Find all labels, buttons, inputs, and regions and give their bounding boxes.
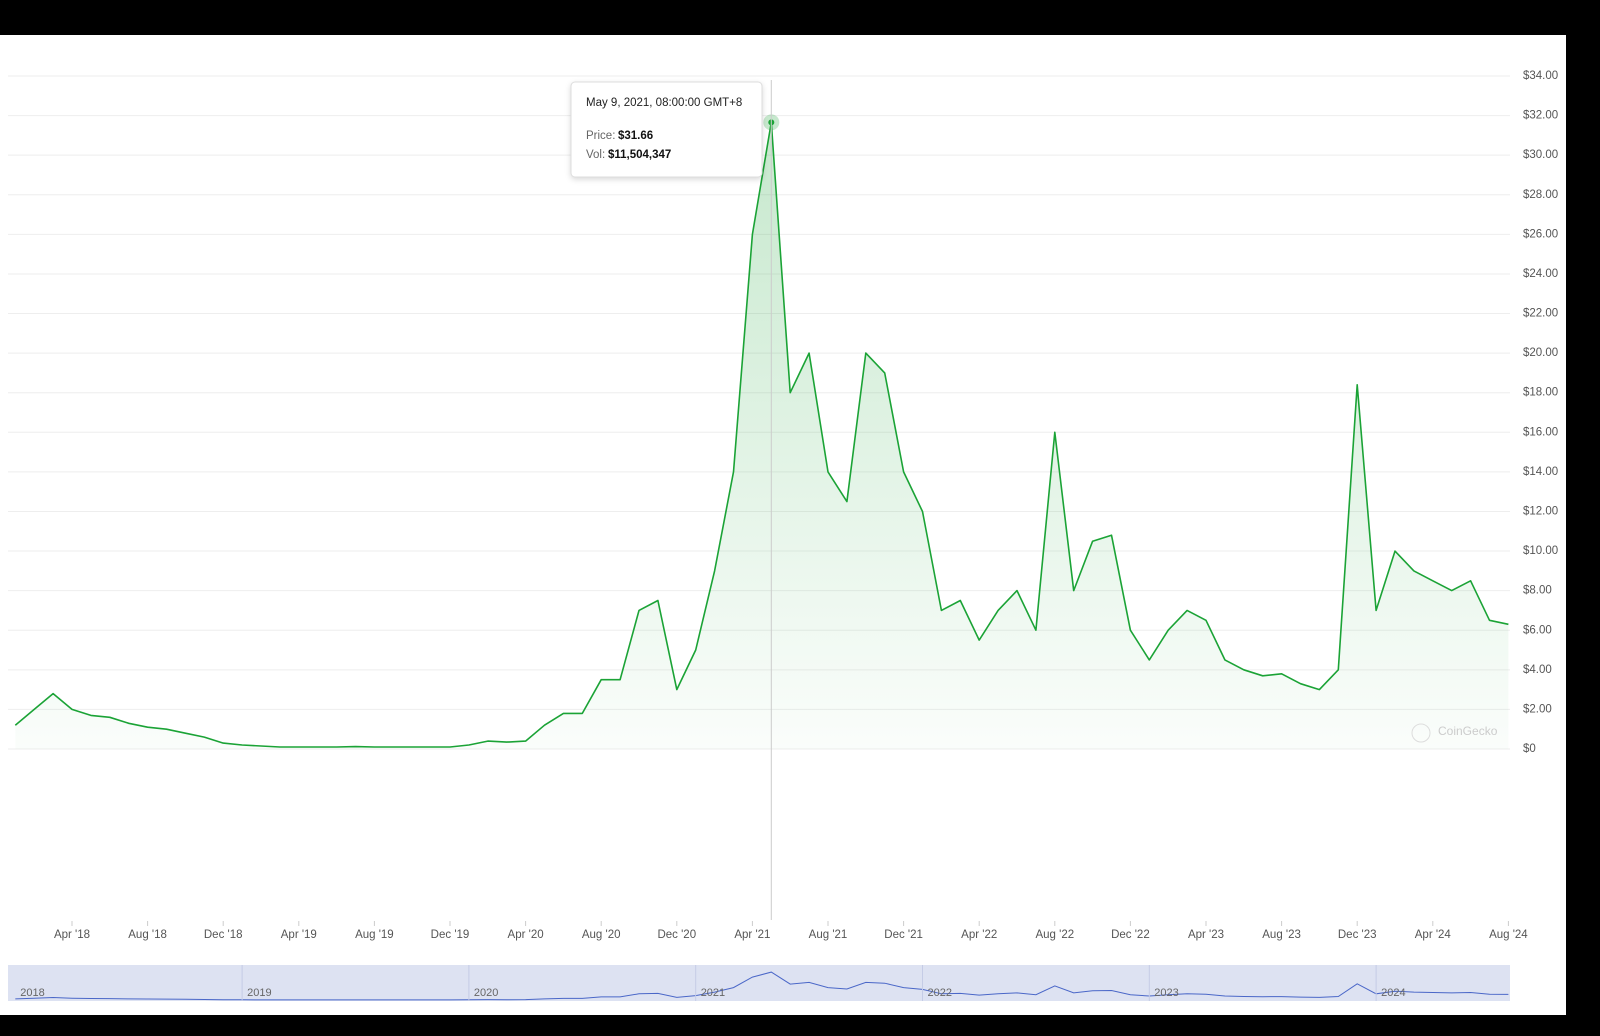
tooltip-price-label: Price:: [586, 130, 615, 142]
x-tick-label: Apr '23: [1188, 929, 1224, 941]
y-tick-label: $12.00: [1523, 506, 1558, 518]
y-tick-label: $8.00: [1523, 585, 1552, 597]
y-tick-label: $26.00: [1523, 228, 1558, 240]
y-tick-label: $22.00: [1523, 308, 1558, 320]
x-tick-label: Dec '18: [204, 929, 243, 941]
y-tick-label: $34.00: [1523, 70, 1558, 82]
x-tick-label: Dec '22: [1111, 929, 1150, 941]
tooltip-box: [570, 81, 763, 178]
price-area: [15, 122, 1509, 750]
y-tick-label: $28.00: [1523, 189, 1558, 201]
x-tick-label: Apr '20: [508, 929, 544, 941]
y-tick-label: $18.00: [1523, 387, 1558, 399]
tooltip-price: $31.66: [618, 130, 653, 142]
x-tick-label: Aug '18: [128, 929, 167, 941]
x-tick-label: Dec '20: [657, 929, 696, 941]
navigator-label: 2022: [928, 987, 952, 999]
y-tick-label: $32.00: [1523, 110, 1558, 122]
y-tick-label: $16.00: [1523, 426, 1558, 438]
navigator-label: 2024: [1381, 987, 1405, 999]
navigator-label: 2020: [474, 987, 498, 999]
x-tick-label: Aug '19: [355, 929, 394, 941]
y-tick-label: $10.00: [1523, 545, 1558, 557]
navigator-label: 2018: [20, 987, 44, 999]
x-tick-label: Dec '23: [1338, 929, 1377, 941]
x-tick-label: Dec '19: [431, 929, 470, 941]
x-tick-label: Apr '24: [1415, 929, 1452, 941]
y-tick-label: $14.00: [1523, 466, 1558, 478]
price-line: [14, 121, 1509, 748]
x-tick-label: Apr '22: [961, 929, 997, 941]
y-tick-label: $30.00: [1523, 149, 1558, 161]
y-tick-label: $20.00: [1523, 347, 1558, 359]
x-tick-label: Apr '19: [281, 929, 317, 941]
x-tick-label: Apr '21: [734, 929, 770, 941]
y-tick-label: $24.00: [1523, 268, 1558, 280]
y-tick-label: $6.00: [1523, 624, 1552, 636]
navigator-label: 2019: [247, 987, 271, 999]
tooltip-date: May 9, 2021, 08:00:00 GMT+8: [586, 97, 742, 109]
y-tick-label: $4.00: [1523, 664, 1552, 676]
navigator[interactable]: [8, 965, 1510, 1001]
tooltip: May 9, 2021, 08:00:00 GMT+8 Price: $31.6…: [570, 81, 763, 178]
navigator-label: 2023: [1154, 987, 1178, 999]
x-tick-label: Aug '24: [1489, 929, 1528, 941]
y-tick-label: $0: [1523, 743, 1536, 755]
x-tick-label: Aug '22: [1035, 929, 1074, 941]
navigator-label: 2021: [701, 987, 725, 999]
y-tick-label: $2.00: [1523, 703, 1552, 715]
tooltip-vol-label: Vol:: [586, 149, 605, 161]
x-tick-label: Dec '21: [884, 929, 923, 941]
x-tick-label: Aug '23: [1262, 929, 1301, 941]
watermark-logo: [1411, 723, 1431, 743]
watermark: CoinGecko: [1438, 724, 1498, 738]
navigator-line: [15, 971, 1509, 1001]
tooltip-vol: $11,504,347: [608, 149, 671, 161]
x-tick-label: Aug '21: [809, 929, 848, 941]
x-tick-label: Aug '20: [582, 929, 621, 941]
x-tick-label: Apr '18: [54, 929, 90, 941]
